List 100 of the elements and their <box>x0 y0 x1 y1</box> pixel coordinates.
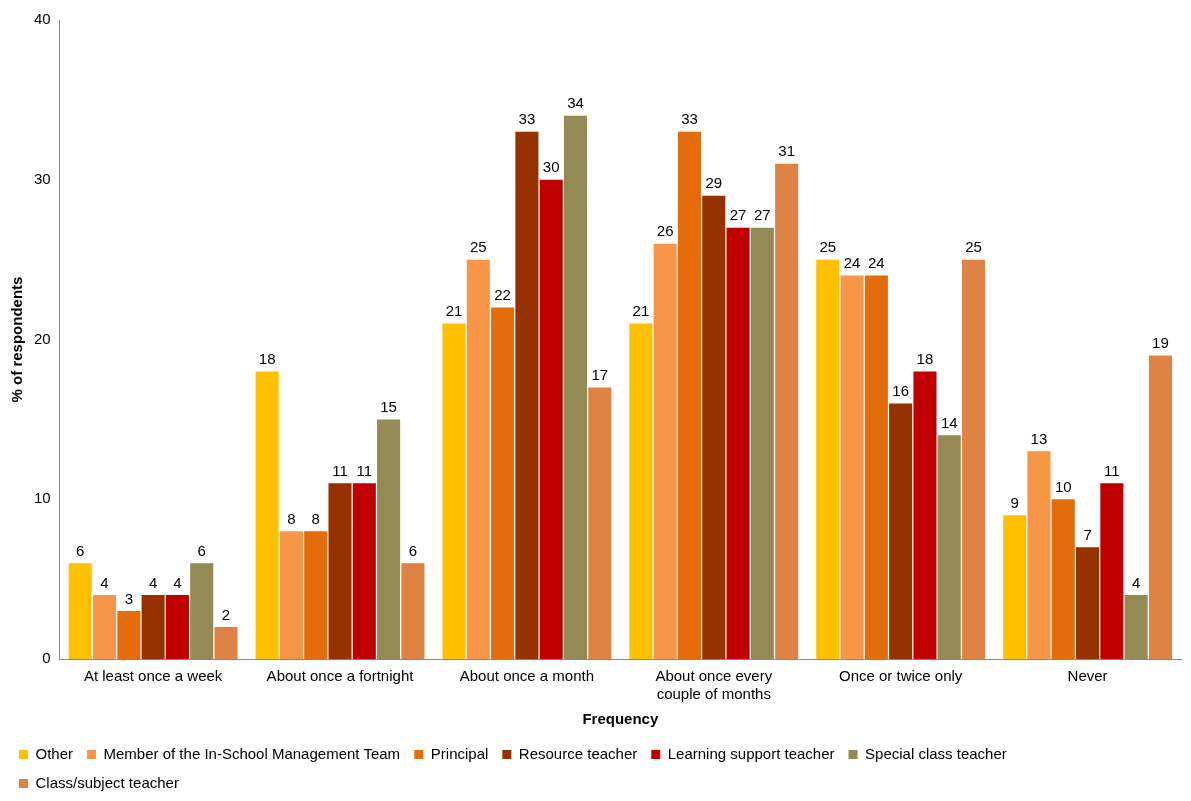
bar <box>750 227 774 659</box>
bar <box>68 563 92 659</box>
bar <box>190 563 214 659</box>
bar <box>401 563 425 659</box>
legend-label: Class/subject teacher <box>35 773 179 791</box>
data-label: 21 <box>445 302 463 320</box>
data-label: 25 <box>965 238 982 256</box>
data-label: 24 <box>868 254 885 272</box>
data-label: 14 <box>940 413 958 431</box>
data-label: 2 <box>221 605 231 623</box>
data-label: 9 <box>1010 493 1019 511</box>
bar <box>913 371 937 659</box>
x-tick-label: At least once a week <box>83 667 223 685</box>
data-label: 19 <box>1152 334 1169 352</box>
data-label: 21 <box>632 302 650 320</box>
data-label: 4 <box>148 573 158 591</box>
data-label: 13 <box>1030 429 1048 447</box>
data-label: 4 <box>100 573 109 591</box>
data-label: 10 <box>1054 477 1072 495</box>
data-label: 4 <box>173 573 182 591</box>
bar <box>889 403 913 659</box>
bar <box>466 259 490 659</box>
x-axis-title: Frequency <box>582 710 659 728</box>
data-label: 33 <box>518 110 536 128</box>
bar <box>653 243 677 659</box>
bar <box>165 595 189 659</box>
data-label: 6 <box>76 541 85 559</box>
x-tick-label: Once or twice only <box>838 667 963 685</box>
data-label: 8 <box>287 509 296 527</box>
data-label: 25 <box>819 238 837 256</box>
data-label: 3 <box>124 589 133 607</box>
bar <box>1148 355 1172 659</box>
bar <box>442 323 466 659</box>
data-label: 33 <box>681 110 698 128</box>
data-label: 26 <box>656 222 674 240</box>
y-tick-label: 0 <box>42 649 51 667</box>
bar <box>588 387 612 659</box>
data-label: 17 <box>591 366 609 384</box>
y-tick-label: 30 <box>34 169 51 187</box>
bar <box>515 131 539 659</box>
bar <box>629 323 653 659</box>
bar <box>377 419 401 659</box>
bar <box>328 483 352 659</box>
bar <box>962 259 986 659</box>
data-label: 27 <box>729 206 747 224</box>
bar <box>726 227 750 659</box>
bar <box>1100 483 1124 659</box>
data-label: 30 <box>542 158 560 176</box>
y-axis-title: % of respondents <box>8 276 26 403</box>
x-tick-label: Never <box>1067 667 1108 685</box>
bar <box>352 483 376 659</box>
data-label: 16 <box>892 382 910 400</box>
x-tick-label: About once every couple of months <box>655 667 773 703</box>
data-label: 8 <box>311 509 320 527</box>
bar <box>539 179 563 659</box>
bar <box>816 259 840 659</box>
y-tick-label: 20 <box>34 329 51 347</box>
bar <box>279 531 303 659</box>
bar <box>304 531 328 659</box>
legend-label: Learning support teacher <box>667 744 835 762</box>
bar <box>864 275 888 659</box>
x-tick-label: About once a month <box>459 667 595 685</box>
data-label: 29 <box>705 174 723 192</box>
bar <box>1124 595 1148 659</box>
bar <box>563 115 588 659</box>
bar <box>93 595 117 659</box>
bar <box>937 435 961 659</box>
data-label: 18 <box>258 350 276 368</box>
bar <box>117 611 141 659</box>
bar <box>775 163 799 659</box>
bar <box>491 307 515 659</box>
data-label: 11 <box>332 461 348 479</box>
legend-label: Principal <box>430 744 489 762</box>
data-label: 7 <box>1083 525 1092 543</box>
bar <box>141 595 165 659</box>
data-label: 15 <box>380 398 397 416</box>
legend-label: Member of the In-School Management Team <box>103 744 401 762</box>
data-label: 11 <box>1104 461 1120 479</box>
data-label: 27 <box>754 206 771 224</box>
data-label: 24 <box>843 254 861 272</box>
y-tick-label: 10 <box>34 489 51 507</box>
bar <box>1076 547 1100 659</box>
legend-label: Resource teacher <box>518 744 638 762</box>
data-label: 34 <box>567 94 584 112</box>
bar <box>702 195 726 659</box>
data-label: 18 <box>916 350 934 368</box>
legend-label: Other <box>35 744 74 762</box>
data-label: 22 <box>494 286 511 304</box>
bar <box>214 627 238 659</box>
bar <box>1003 515 1027 659</box>
bar <box>677 131 702 659</box>
bar <box>1051 499 1075 659</box>
data-label: 11 <box>356 461 373 479</box>
y-tick-label: 40 <box>34 10 51 28</box>
data-label: 4 <box>1131 573 1141 591</box>
x-tick-label: About once a fortnight <box>266 667 415 685</box>
data-label: 31 <box>778 142 796 160</box>
data-label: 6 <box>408 541 418 559</box>
bar <box>840 275 864 659</box>
legend-label: Special class teacher <box>865 744 1007 762</box>
